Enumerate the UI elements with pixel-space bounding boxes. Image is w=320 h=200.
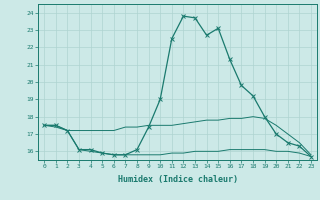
X-axis label: Humidex (Indice chaleur): Humidex (Indice chaleur) <box>118 175 238 184</box>
